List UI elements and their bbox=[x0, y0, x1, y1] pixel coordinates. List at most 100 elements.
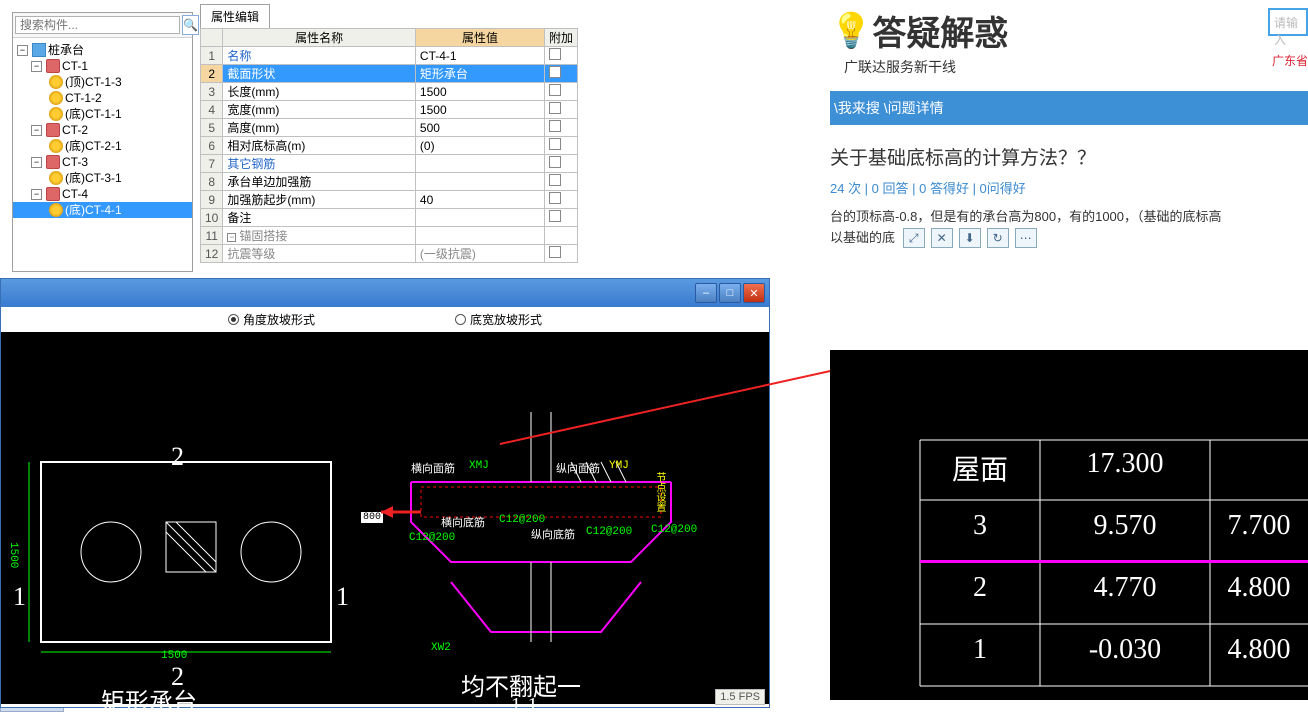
radio-angle[interactable]: 角度放坡形式 bbox=[228, 311, 315, 328]
property-row[interactable]: 3长度(mm)1500 bbox=[201, 83, 578, 101]
tree-ct4a[interactable]: (底)CT-4-1 bbox=[13, 202, 192, 218]
property-row[interactable]: 10备注 bbox=[201, 209, 578, 227]
dt-cell: 9.570 bbox=[1040, 510, 1210, 542]
dim-800: 800 bbox=[361, 512, 383, 523]
section-view-svg bbox=[371, 332, 731, 702]
property-row[interactable]: 2截面形状矩形承台 bbox=[201, 65, 578, 83]
rotate-icon[interactable]: ↻ bbox=[987, 228, 1009, 248]
property-row[interactable]: 8承台单边加强筋 bbox=[201, 173, 578, 191]
prop-name: 抗震等级 bbox=[223, 245, 416, 263]
window-titlebar[interactable]: ‒ □ ✕ bbox=[1, 279, 769, 307]
prop-add[interactable] bbox=[544, 119, 577, 137]
close-icon[interactable]: ✕ bbox=[931, 228, 953, 248]
dt-cell: 屋面 bbox=[920, 448, 1040, 488]
tree-ct2a[interactable]: (底)CT-2-1 bbox=[13, 138, 192, 154]
search-icon: 🔍 bbox=[183, 18, 198, 32]
tree-ct1[interactable]: −CT-1 bbox=[13, 58, 192, 74]
component-tree[interactable]: −桩承台 −CT-1 (顶)CT-1-3 CT-1-2 (底)CT-1-1 −C… bbox=[13, 38, 192, 222]
expand-icon[interactable]: ⤢ bbox=[903, 228, 925, 248]
prop-value[interactable] bbox=[415, 209, 544, 227]
prop-value[interactable] bbox=[415, 155, 544, 173]
row-number: 2 bbox=[201, 65, 223, 83]
property-tab[interactable]: 属性编辑 bbox=[200, 4, 270, 28]
tree-search-button[interactable]: 🔍 bbox=[182, 15, 199, 35]
tree-ct3[interactable]: −CT-3 bbox=[13, 154, 192, 170]
prop-value[interactable]: 矩形承台 bbox=[415, 65, 544, 83]
prop-value[interactable]: (一级抗震) bbox=[415, 245, 544, 263]
property-row[interactable]: 7其它钢筋 bbox=[201, 155, 578, 173]
logo-row: 💡 答疑解惑 bbox=[830, 0, 1308, 55]
property-row[interactable]: 6相对底标高(m)(0) bbox=[201, 137, 578, 155]
prop-add[interactable] bbox=[544, 209, 577, 227]
web-search-input[interactable]: 请输入 bbox=[1268, 8, 1308, 36]
col-rownum bbox=[201, 29, 223, 47]
prop-name: 高度(mm) bbox=[223, 119, 416, 137]
property-row[interactable]: 9加强筋起步(mm)40 bbox=[201, 191, 578, 209]
prop-add[interactable] bbox=[544, 137, 577, 155]
prop-value[interactable]: CT-4-1 bbox=[415, 47, 544, 65]
magenta-highlight bbox=[920, 560, 1308, 563]
prop-add[interactable] bbox=[544, 47, 577, 65]
share-icon[interactable]: ⋯ bbox=[1015, 228, 1037, 248]
tree-ct1b[interactable]: CT-1-2 bbox=[13, 90, 192, 106]
title-right-b: 1-1 bbox=[511, 694, 538, 717]
tree-search-row: 🔍 bbox=[13, 13, 192, 38]
prop-value[interactable]: 500 bbox=[415, 119, 544, 137]
leaf-icon bbox=[49, 203, 63, 217]
minimize-button[interactable]: ‒ bbox=[695, 283, 717, 303]
tree-ct2[interactable]: −CT-2 bbox=[13, 122, 192, 138]
tree-ct3a[interactable]: (底)CT-3-1 bbox=[13, 170, 192, 186]
prop-add[interactable] bbox=[544, 245, 577, 263]
row-number: 7 bbox=[201, 155, 223, 173]
prop-name: 相对底标高(m) bbox=[223, 137, 416, 155]
prop-add[interactable] bbox=[544, 227, 577, 245]
dt-cell: 17.300 bbox=[1040, 448, 1210, 480]
prop-add[interactable] bbox=[544, 191, 577, 209]
property-row[interactable]: 1名称CT-4-1 bbox=[201, 47, 578, 65]
prop-add[interactable] bbox=[544, 101, 577, 119]
prop-value[interactable] bbox=[415, 227, 544, 245]
drawing-canvas[interactable]: 2 2 1 1 1500 1500 矩形承台 横向面筋 XMJ 纵向面筋 YMJ… bbox=[1, 332, 769, 704]
radio-width[interactable]: 底宽放坡形式 bbox=[455, 311, 542, 328]
maximize-button[interactable]: □ bbox=[719, 283, 741, 303]
tree-ct1c[interactable]: (底)CT-1-1 bbox=[13, 106, 192, 122]
prop-name: −锚固搭接 bbox=[223, 227, 416, 245]
row-number: 10 bbox=[201, 209, 223, 227]
drawing-window: ‒ □ ✕ 角度放坡形式 底宽放坡形式 2 2 1 1 1500 1500 矩形… bbox=[0, 278, 770, 708]
row-number: 11 bbox=[201, 227, 223, 245]
col-name: 属性名称 bbox=[223, 29, 416, 47]
prop-name: 长度(mm) bbox=[223, 83, 416, 101]
prop-value[interactable]: 1500 bbox=[415, 83, 544, 101]
prop-add[interactable] bbox=[544, 65, 577, 83]
prop-name: 截面形状 bbox=[223, 65, 416, 83]
prop-add[interactable] bbox=[544, 83, 577, 101]
prop-add[interactable] bbox=[544, 173, 577, 191]
tree-ct1a[interactable]: (顶)CT-1-3 bbox=[13, 74, 192, 90]
breadcrumb-bar[interactable]: \我来搜 \问题详情 bbox=[830, 91, 1308, 125]
logo-text: 答疑解惑 bbox=[872, 6, 1008, 55]
prop-name: 宽度(mm) bbox=[223, 101, 416, 119]
tree-ct4[interactable]: −CT-4 bbox=[13, 186, 192, 202]
dt-cell: 2 bbox=[920, 572, 1040, 604]
prop-value[interactable]: (0) bbox=[415, 137, 544, 155]
prop-add[interactable] bbox=[544, 155, 577, 173]
tree-search-input[interactable] bbox=[15, 16, 180, 34]
location-label[interactable]: 广东省 bbox=[1272, 52, 1308, 69]
property-row[interactable]: 4宽度(mm)1500 bbox=[201, 101, 578, 119]
close-button[interactable]: ✕ bbox=[743, 283, 765, 303]
tree-root[interactable]: −桩承台 bbox=[13, 42, 192, 58]
prop-value[interactable]: 1500 bbox=[415, 101, 544, 119]
label-c12a: C12@200 bbox=[409, 532, 455, 544]
property-row[interactable]: 12抗震等级(一级抗震) bbox=[201, 245, 578, 263]
radio-icon bbox=[228, 314, 239, 325]
dim-1500-h: 1500 bbox=[161, 650, 187, 662]
property-row[interactable]: 11−锚固搭接 bbox=[201, 227, 578, 245]
save-icon[interactable]: ⬇ bbox=[959, 228, 981, 248]
prop-value[interactable]: 40 bbox=[415, 191, 544, 209]
item-icon bbox=[46, 59, 60, 73]
dt-cell: 1 bbox=[920, 634, 1040, 666]
prop-value[interactable] bbox=[415, 173, 544, 191]
mark-2-top: 2 bbox=[171, 442, 184, 472]
property-row[interactable]: 5高度(mm)500 bbox=[201, 119, 578, 137]
row-number: 5 bbox=[201, 119, 223, 137]
